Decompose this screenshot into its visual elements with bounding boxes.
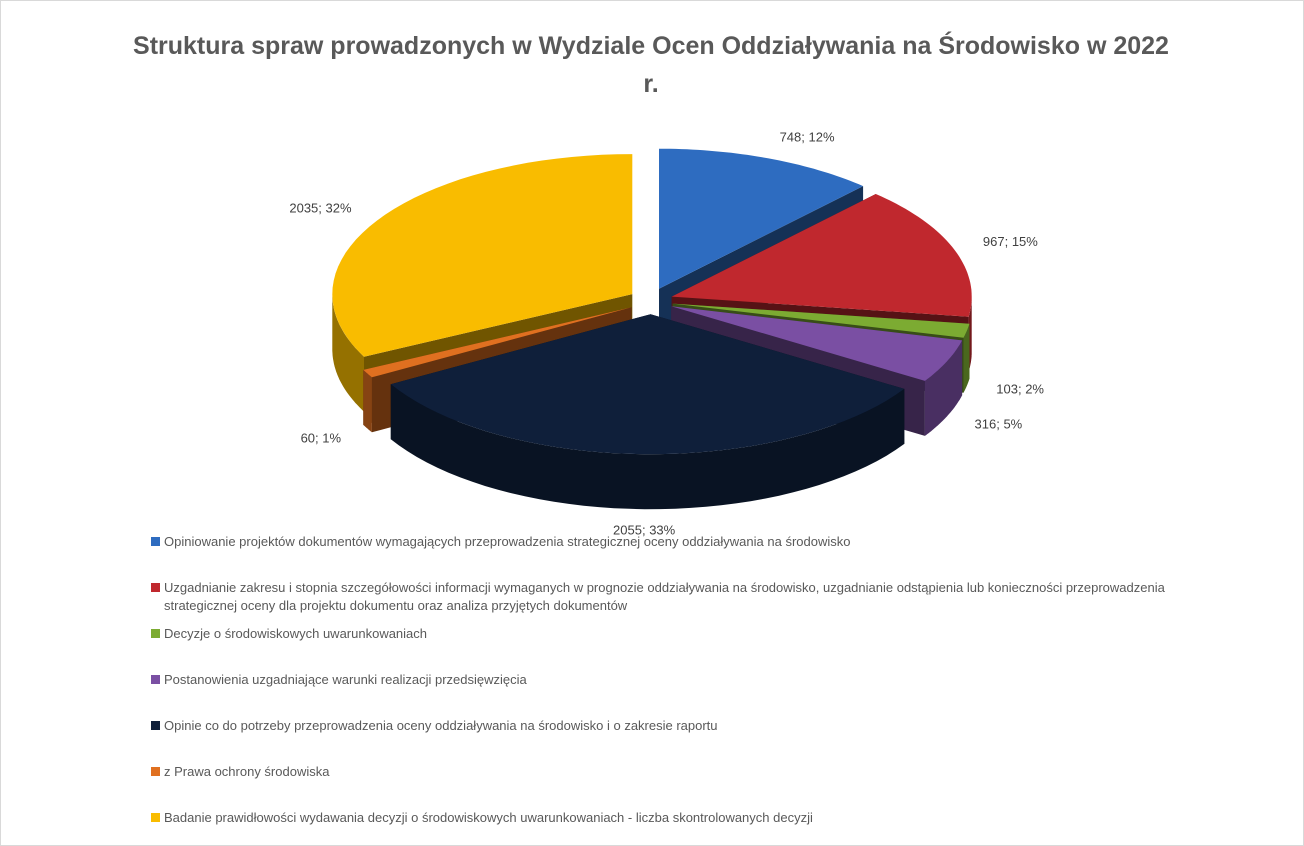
slice-wall: [390, 384, 905, 510]
legend-label: Decyzje o środowiskowych uwarunkowaniach: [164, 626, 428, 641]
slice-wall: [963, 323, 970, 393]
legend-item: Postanowienia uzgadniające warunki reali…: [151, 671, 1211, 717]
legend-swatch: [151, 675, 160, 684]
legend-label: Opiniowanie projektów dokumentów wymagaj…: [164, 534, 851, 549]
legend-label: Uzgadnianie zakresu i stopnia szczegółow…: [164, 580, 1165, 613]
pie-area: 748; 12% 967; 15% 103; 2% 316; 5% 2055; 33% 6…: [289, 129, 1044, 538]
legend-label: Postanowienia uzgadniające warunki reali…: [164, 672, 527, 687]
legend-swatch: [151, 629, 160, 638]
legend-swatch: [151, 721, 160, 730]
legend-label: Opinie co do potrzeby przeprowadzenia oc…: [164, 718, 718, 733]
legend-item: Opiniowanie projektów dokumentów wymagaj…: [151, 533, 1211, 579]
legend-label: z Prawa ochrony środowiska: [164, 764, 330, 779]
data-label: 103; 2%: [996, 381, 1044, 396]
data-label: 2035; 32%: [289, 200, 352, 215]
legend: Opiniowanie projektów dokumentów wymagaj…: [151, 533, 1211, 845]
slice-wall: [332, 294, 364, 412]
slice: [332, 154, 633, 357]
data-label: 60; 1%: [301, 430, 342, 445]
slice: [390, 314, 905, 455]
legend-item: z Prawa ochrony środowiska: [151, 763, 1211, 809]
slice: [672, 303, 970, 338]
legend-item: Decyzje o środowiskowych uwarunkowaniach: [151, 625, 1211, 671]
slice-wall: [924, 340, 963, 436]
slice: [671, 194, 972, 317]
legend-label: Badanie prawidłowości wydawania decyzji …: [164, 810, 813, 825]
legend-swatch: [151, 583, 160, 592]
data-label: 748; 12%: [780, 129, 835, 144]
legend-swatch: [151, 537, 160, 546]
chart-title: Struktura spraw prowadzonych w Wydziale …: [133, 32, 1169, 98]
data-label: 2055; 33%: [613, 523, 676, 538]
slice: [363, 307, 632, 378]
legend-item: Badanie prawidłowości wydawania decyzji …: [151, 809, 1211, 845]
legend-item: Uzgadnianie zakresu i stopnia szczegółow…: [151, 579, 1211, 625]
legend-swatch: [151, 767, 160, 776]
slice: [671, 306, 963, 381]
legend-item: Opinie co do potrzeby przeprowadzenia oc…: [151, 717, 1211, 763]
data-label: 316; 5%: [975, 416, 1023, 431]
slice-wall: [363, 369, 372, 433]
data-label: 967; 15%: [983, 234, 1038, 249]
legend-swatch: [151, 813, 160, 822]
slice: [659, 148, 864, 289]
